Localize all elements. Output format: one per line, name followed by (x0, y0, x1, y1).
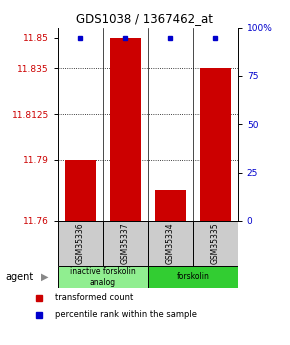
Text: ▶: ▶ (41, 272, 49, 282)
Bar (103, 221, 148, 266)
Bar (110, 38, 141, 221)
Text: forskolin: forskolin (176, 272, 209, 282)
Text: inactive forskolin
analog: inactive forskolin analog (70, 267, 136, 287)
Bar (155, 190, 186, 221)
Text: percentile rank within the sample: percentile rank within the sample (55, 310, 197, 319)
Bar (65, 160, 96, 221)
Text: transformed count: transformed count (55, 293, 133, 302)
Text: GSM35337: GSM35337 (121, 223, 130, 264)
Bar (193, 221, 238, 266)
Text: GSM35335: GSM35335 (211, 223, 220, 264)
Bar (148, 221, 193, 266)
Text: GSM35334: GSM35334 (166, 223, 175, 264)
Bar (58, 266, 148, 288)
Text: GDS1038 / 1367462_at: GDS1038 / 1367462_at (77, 12, 213, 25)
Bar (58, 221, 103, 266)
Bar (148, 266, 238, 288)
Bar (200, 68, 231, 221)
Text: GSM35336: GSM35336 (76, 223, 85, 264)
Text: agent: agent (6, 272, 34, 282)
